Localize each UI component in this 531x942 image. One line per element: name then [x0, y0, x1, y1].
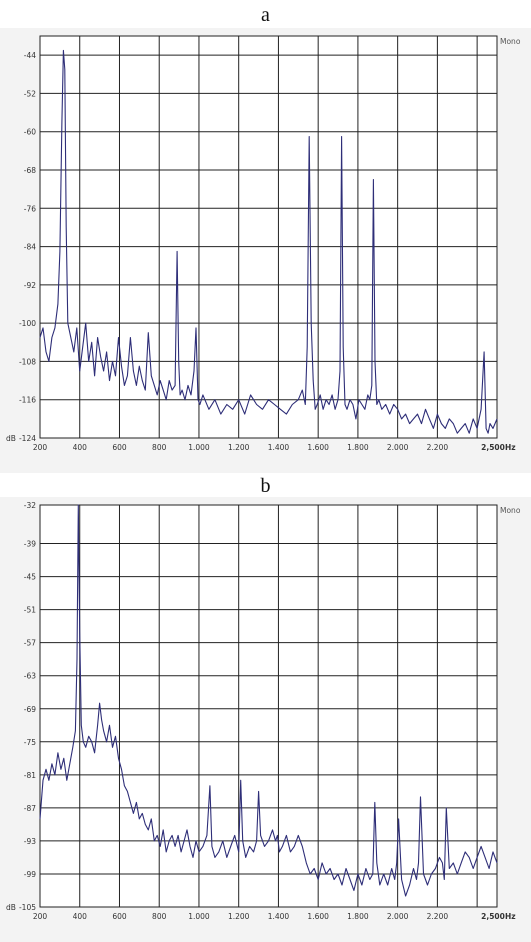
spectrum-series-line — [39, 49, 498, 434]
y-tick-label: -32 — [24, 501, 36, 510]
x-tick-label: 2.200 — [427, 912, 449, 921]
x-tick-label: 1.800 — [347, 443, 369, 452]
y-tick-label: -52 — [24, 89, 36, 98]
y-tick-label: -39 — [24, 540, 36, 549]
y-tick-label: -75 — [24, 738, 36, 747]
x-axis-unit-label: Hz — [505, 443, 516, 452]
channel-label: Mono — [500, 506, 521, 515]
y-tick-label: -76 — [24, 204, 36, 213]
y-tick-label: -100 — [19, 319, 36, 328]
x-tick-label: 2,500 — [481, 912, 505, 921]
x-tick-label: 600 — [112, 912, 127, 921]
y-tick-label: -57 — [24, 639, 36, 648]
panel-a-label: a — [261, 4, 270, 26]
x-tick-label: 1.400 — [268, 912, 290, 921]
y-axis-unit-label: dB — [6, 903, 16, 912]
y-tick-label: -44 — [24, 51, 36, 60]
y-tick-label: -92 — [24, 281, 36, 290]
plot-area — [39, 504, 498, 908]
x-tick-label: 1.000 — [188, 912, 210, 921]
channel-label: Mono — [500, 37, 521, 46]
y-tick-label: -124 — [19, 434, 36, 443]
spectrum-series-line — [39, 504, 498, 897]
y-tick-label: -87 — [24, 804, 36, 813]
x-tick-label: 400 — [73, 443, 88, 452]
y-tick-label: -45 — [24, 573, 36, 582]
plot-area — [39, 35, 498, 439]
y-axis-unit-label: dB — [6, 434, 16, 443]
x-tick-label: 2.000 — [387, 443, 409, 452]
x-tick-label: 800 — [152, 912, 167, 921]
y-tick-label: -99 — [24, 870, 36, 879]
x-tick-label: 200 — [33, 443, 48, 452]
y-tick-label: -60 — [24, 128, 36, 137]
x-tick-label: 200 — [33, 912, 48, 921]
y-tick-label: -68 — [24, 166, 36, 175]
x-tick-label: 1.800 — [347, 912, 369, 921]
y-tick-label: -69 — [24, 705, 36, 714]
x-tick-label: 1.400 — [268, 443, 290, 452]
y-tick-label: -93 — [24, 837, 36, 846]
x-axis-unit-label: Hz — [505, 912, 516, 921]
x-tick-label: 600 — [112, 443, 127, 452]
x-tick-label: 2.200 — [427, 443, 449, 452]
x-tick-label: 1.200 — [228, 443, 250, 452]
x-tick-label: 1.000 — [188, 443, 210, 452]
y-tick-label: -51 — [24, 606, 36, 615]
panel-b-label: b — [260, 475, 271, 497]
x-tick-label: 1.600 — [307, 443, 329, 452]
y-tick-label: -108 — [19, 357, 36, 366]
x-tick-label: 1.600 — [307, 912, 329, 921]
x-tick-label: 1.200 — [228, 912, 250, 921]
y-tick-label: -81 — [24, 771, 36, 780]
x-tick-label: 800 — [152, 443, 167, 452]
x-tick-label: 2.000 — [387, 912, 409, 921]
spectrum-chart-b: -32 -39 -45 -51 -57 -63 -69 -75 -81 -87 -93 -99 -105… — [0, 497, 531, 942]
x-tick-label: 400 — [73, 912, 88, 921]
y-tick-label: -84 — [24, 243, 36, 252]
y-tick-label: -63 — [24, 672, 36, 681]
x-tick-label: 2,500 — [481, 443, 505, 452]
y-tick-label: -105 — [19, 903, 36, 912]
y-tick-label: -116 — [19, 396, 36, 405]
